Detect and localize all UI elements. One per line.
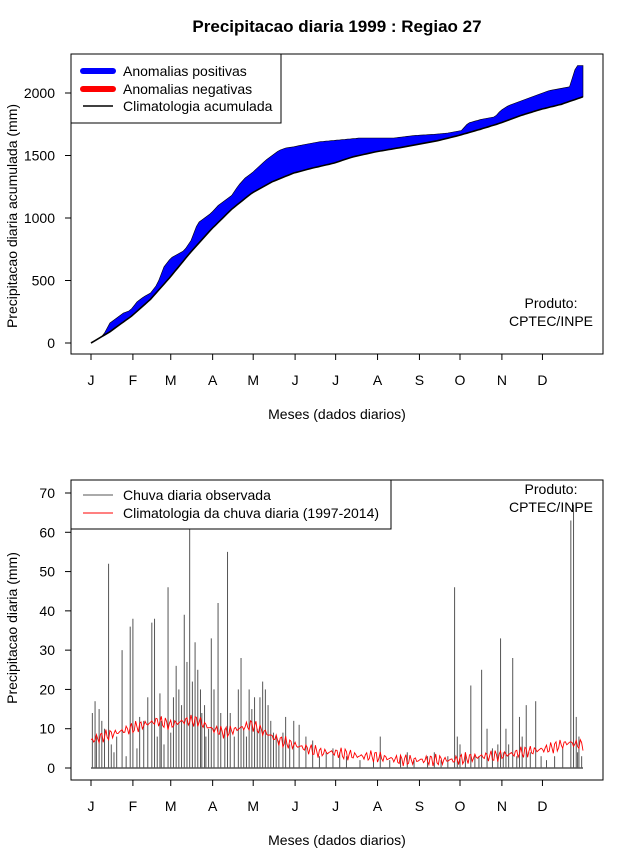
top-x-axis-label: Meses (dados diarios) [268,406,406,422]
bottom-x-tick-label: A [373,798,383,814]
top-legend: Anomalias positivas Anomalias negativas … [70,53,282,124]
top-annotation-line1: Produto: [525,295,578,311]
bottom-y-tick-label: 40 [39,603,55,619]
bottom-x-tick-label: D [537,798,547,814]
top-y-tick-label: 0 [47,335,55,351]
top-x-tick-label: N [497,372,507,388]
legend-label-clim-daily: Climatologia da chuva diaria (1997-2014) [123,505,379,521]
bottom-y-axis: 0 10 20 30 40 50 60 70 [39,485,71,776]
top-x-tick-label: O [455,372,466,388]
top-x-tick-label: A [208,372,218,388]
top-y-axis: 0 500 1000 1500 2000 [24,85,71,351]
chart-title: Precipitacao diaria 1999 : Regiao 27 [192,17,481,36]
bottom-x-axis-label: Meses (dados diarios) [268,832,406,848]
top-y-tick-label: 1500 [24,148,55,164]
top-x-tick-label: A [373,372,383,388]
top-x-tick-label: J [292,372,299,388]
top-x-tick-label: M [165,372,177,388]
legend-label-climatology: Climatologia acumulada [123,98,273,114]
bottom-y-tick-label: 10 [39,721,55,737]
bottom-panel: 0 10 20 30 40 50 60 70 J F M A M J J A S O N D Meses (dado… [4,479,604,848]
climatology-line-group [90,714,584,767]
bottom-x-tick-label: M [247,798,259,814]
top-x-tick-label: M [247,372,259,388]
top-x-tick-label: S [415,372,424,388]
bottom-x-tick-label: N [497,798,507,814]
top-y-tick-label: 1000 [24,210,55,226]
bottom-legend: Chuva diaria observada Climatologia da c… [70,479,392,530]
top-y-axis-label: Precipitacao diaria acumulada (mm) [4,104,20,328]
top-plot-frame [70,53,604,355]
bottom-y-axis-label: Precipitacao diaria (mm) [4,552,20,704]
bottom-x-tick-label: J [292,798,299,814]
legend-label-negative: Anomalias negativas [123,81,252,97]
bottom-x-tick-label: S [415,798,424,814]
top-x-tick-label: J [332,372,339,388]
top-annotation-line2: CPTEC/INPE [509,313,593,329]
bottom-x-tick-label: A [208,798,218,814]
bottom-legend-box [70,479,392,530]
top-panel: 0 500 1000 1500 2000 J F M A M J J A S O N D Meses (dad… [4,53,604,422]
bottom-y-tick-label: 20 [39,681,55,697]
top-x-tick-label: D [537,372,547,388]
legend-label-observed: Chuva diaria observada [123,487,271,503]
bottom-y-tick-label: 60 [39,524,55,540]
top-x-tick-label: F [129,372,138,388]
observed-rain-bars [91,504,583,769]
legend-label-positive: Anomalias positivas [123,63,247,79]
bottom-y-tick-label: 0 [47,760,55,776]
top-x-tick-label: J [88,372,95,388]
bottom-x-tick-label: F [129,798,138,814]
climatology-daily-line [90,714,584,767]
bottom-annotation-line1: Produto: [525,481,578,497]
bottom-x-tick-label: J [88,798,95,814]
bottom-annotation-line2: CPTEC/INPE [509,499,593,515]
climatology-cumulative-line [90,96,584,344]
top-anomaly-fill [90,65,584,344]
bottom-y-tick-label: 50 [39,564,55,580]
bottom-y-tick-label: 70 [39,485,55,501]
bottom-x-tick-label: J [332,798,339,814]
bottom-x-tick-label: M [165,798,177,814]
top-y-tick-label: 2000 [24,85,55,101]
bottom-x-tick-label: O [455,798,466,814]
top-y-tick-label: 500 [32,273,56,289]
bottom-y-tick-label: 30 [39,642,55,658]
